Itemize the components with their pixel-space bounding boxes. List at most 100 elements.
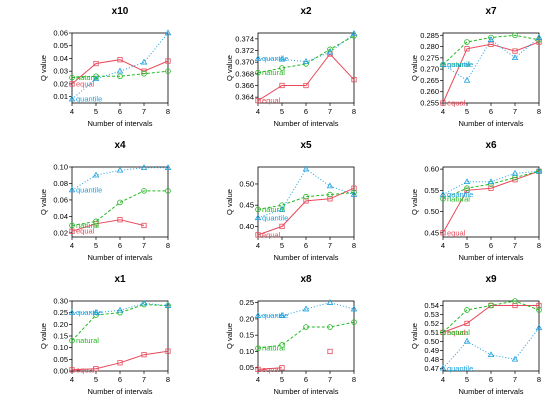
data-point — [488, 302, 494, 309]
x-tick-label: 4 — [441, 241, 445, 250]
data-point — [279, 365, 285, 371]
series-quantile: quantile — [254, 165, 358, 222]
y-tick-label: 0.51 — [424, 328, 439, 337]
data-point — [463, 337, 471, 344]
y-tick-label: 0.25 — [239, 298, 254, 307]
panel-title: x1 — [114, 274, 126, 285]
y-tick-label: 0.53 — [424, 310, 439, 319]
series-natural: natural — [255, 319, 357, 353]
series-label: natural — [262, 344, 285, 353]
data-point — [351, 189, 357, 196]
panel-title: x2 — [300, 6, 312, 17]
panel-x1: x1 Q value Number of intervals 4 5 6 7 8 0.00 0.0… — [39, 274, 172, 396]
data-point — [350, 305, 358, 312]
x-tick-label: 7 — [328, 375, 332, 384]
x-tick-label: 5 — [94, 107, 98, 116]
data-point — [488, 41, 494, 47]
data-point — [117, 73, 123, 80]
series-quantile: quantile — [254, 29, 358, 64]
data-point — [279, 223, 285, 229]
x-tick-label: 4 — [70, 107, 74, 116]
series-equal: equal — [255, 51, 357, 105]
y-tick-label: 0.15 — [53, 332, 68, 341]
x-tick-label: 7 — [513, 241, 517, 250]
x-axis-label: Number of intervals — [87, 119, 152, 128]
series-quantile: quantile — [439, 33, 543, 83]
x-tick-label: 5 — [465, 107, 469, 116]
series-label: equal — [76, 79, 95, 88]
data-point — [164, 302, 172, 308]
data-point — [93, 73, 99, 80]
panel-title: x10 — [112, 6, 129, 17]
x-tick-label: 6 — [489, 241, 493, 250]
series-equal: equal — [440, 39, 542, 108]
data-point — [535, 324, 543, 331]
data-point — [511, 54, 519, 61]
plot-frame — [257, 166, 355, 238]
y-tick-label: 0.05 — [53, 41, 68, 50]
x-tick-label: 5 — [280, 107, 284, 116]
data-point — [535, 33, 543, 40]
series-line — [71, 70, 169, 78]
series-label: natural — [76, 336, 99, 345]
x-tick-label: 8 — [166, 375, 170, 384]
data-point — [69, 74, 75, 81]
y-tick-label: 0.47 — [424, 364, 439, 373]
y-tick-label: 0.10 — [53, 343, 68, 352]
data-point — [464, 39, 470, 45]
data-point — [93, 366, 99, 372]
y-tick-label: 0.55 — [424, 186, 439, 195]
data-point — [351, 77, 357, 83]
data-point — [326, 299, 334, 305]
x-tick-label: 8 — [166, 241, 170, 250]
series-label: quantile — [262, 54, 288, 63]
data-point — [165, 68, 171, 74]
panel-x7: x7 Q value Number of intervals 4 5 6 7 8 0.255 0.… — [410, 6, 543, 128]
series-label: equal — [447, 228, 466, 237]
series-label: quantile — [447, 190, 473, 199]
data-point — [93, 60, 99, 67]
data-point — [487, 178, 495, 185]
data-point — [350, 190, 358, 197]
y-tick-label: 0.60 — [424, 165, 439, 174]
series-label: natural — [76, 221, 99, 230]
series-line — [257, 367, 283, 370]
x-tick-label: 7 — [513, 107, 517, 116]
x-tick-label: 4 — [256, 241, 260, 250]
x-axis-label: Number of intervals — [458, 119, 523, 128]
y-axis-label: Q value — [225, 55, 234, 81]
data-point — [463, 178, 471, 185]
series-line — [257, 187, 355, 236]
panel-title: x6 — [485, 140, 497, 151]
data-point — [68, 186, 76, 193]
y-tick-label: 0.06 — [53, 195, 68, 204]
data-point — [141, 222, 147, 229]
series-label: natural — [262, 68, 285, 77]
data-point — [351, 319, 357, 325]
series-line — [257, 33, 355, 63]
data-point — [464, 320, 470, 327]
series-line — [442, 300, 540, 333]
panel-title: x5 — [300, 140, 312, 151]
data-point — [69, 337, 75, 344]
data-point — [350, 29, 358, 36]
series-label: quantile — [76, 308, 102, 317]
data-point — [141, 352, 147, 358]
y-axis-label: Q value — [410, 189, 419, 215]
data-point — [254, 55, 262, 61]
y-tick-label: 0.30 — [53, 297, 68, 306]
series-label: equal — [76, 227, 95, 236]
x-tick-label: 5 — [465, 375, 469, 384]
y-tick-label: 0.54 — [424, 301, 439, 310]
x-tick-label: 6 — [304, 375, 308, 384]
y-tick-label: 0.48 — [424, 355, 439, 364]
x-tick-label: 7 — [142, 375, 146, 384]
y-tick-label: 0.04 — [53, 54, 68, 63]
y-tick-label: 0.366 — [235, 81, 254, 90]
data-point — [116, 306, 124, 313]
data-point — [536, 307, 542, 313]
y-axis-label: Q value — [410, 55, 419, 81]
y-axis-label: Q value — [39, 55, 48, 81]
x-tick-label: 7 — [328, 107, 332, 116]
